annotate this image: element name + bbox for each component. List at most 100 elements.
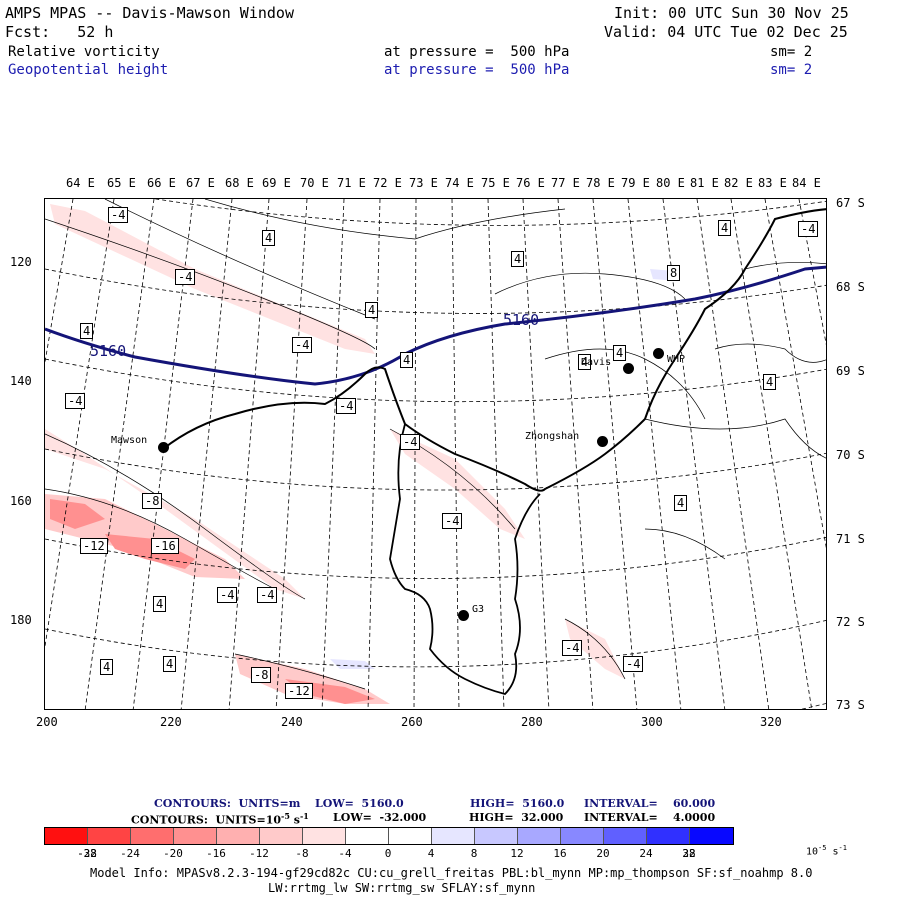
height-contour-low: LOW= 5160.0 [315, 797, 404, 810]
colorbar-swatch [690, 828, 733, 844]
contour-label: -16 [151, 538, 179, 554]
y-tick-label: 180 [10, 613, 32, 627]
field2-name: Geopotential height [8, 62, 169, 78]
field1-pressure: at pressure = 500 hPa [384, 44, 570, 60]
lon-label: 70 E [300, 176, 329, 190]
colorbar-swatch [88, 828, 131, 844]
colorbar-swatch [174, 828, 217, 844]
lon-label: 81 E [690, 176, 719, 190]
shade-band [565, 619, 625, 679]
station-label-davis: Davis [581, 357, 612, 368]
vort-contour-high: HIGH= 32.000 [469, 811, 564, 824]
init-time: Init: 00 UTC Sun 30 Nov 25 [614, 4, 849, 22]
contour-label: -4 [798, 221, 819, 237]
forecast-hour: Fcst: 52 h [5, 23, 114, 41]
x-tick-label: 260 [401, 715, 423, 729]
contour-label: -4 [336, 398, 357, 414]
contour-label: 4 [100, 659, 114, 675]
map-canvas [45, 199, 826, 709]
model-info-line1: Model Info: MPASv8.2.3-194-gf29cd82c CU:… [90, 866, 813, 880]
field2-pressure: at pressure = 500 hPa [384, 62, 570, 78]
colorbar-tick-label: -28 [77, 847, 97, 860]
lon-label: 79 E [621, 176, 650, 190]
lon-label: 67 E [186, 176, 215, 190]
lon-label: 76 E [516, 176, 545, 190]
lat-label: 72 S [836, 615, 865, 629]
contour-label: 4 [262, 230, 276, 246]
plot-title: AMPS MPAS -- Davis-Mawson Window [5, 4, 294, 22]
field1-smooth: sm= 2 [770, 44, 813, 60]
station-marker-g3 [458, 610, 469, 621]
lon-label: 73 E [409, 176, 438, 190]
contour-label: -4 [65, 393, 86, 409]
lat-label: 70 S [836, 448, 865, 462]
shade-band [50, 204, 375, 354]
lon-label: 80 E [656, 176, 685, 190]
station-label-zhongshan: Zhongshan [525, 431, 580, 442]
colorbar-tick-label: 8 [470, 847, 478, 860]
station-label-whp: WHP [667, 354, 686, 365]
lon-label: 83 E [758, 176, 787, 190]
colorbar-swatch [217, 828, 260, 844]
contour-label: -8 [142, 493, 163, 509]
lat-label: 69 S [836, 364, 865, 378]
vort-contour-low: LOW= -32.000 [333, 811, 427, 824]
station-marker-mawson [158, 442, 169, 453]
colorbar-tick-label: 16 [553, 847, 567, 860]
map-panel: -4 4 -4 4 4 -4 4 8 4 -4 4 4 4 -4 -4 4 -8… [44, 198, 827, 710]
coastline [162, 208, 826, 492]
station-marker-zhongshan [597, 436, 608, 447]
contour-label: 4 [511, 251, 525, 267]
valid-time: Valid: 04 UTC Tue 02 Dec 25 [604, 23, 848, 41]
colorbar-tick-label: -12 [249, 847, 269, 860]
y-tick-label: 140 [10, 374, 32, 388]
vort-contour-units: CONTOURS: UNITS=10-5 s-1 [131, 811, 309, 827]
lon-label: 65 E [107, 176, 136, 190]
vorticity-shading [45, 204, 677, 704]
lon-label: 69 E [262, 176, 291, 190]
contour-label: -4 [292, 337, 313, 353]
vort-contour-interval: INTERVAL= 4.0000 [584, 811, 716, 824]
x-tick-label: 240 [281, 715, 303, 729]
x-tick-label: 320 [760, 715, 782, 729]
lon-label: 75 E [481, 176, 510, 190]
contour-label: 4 [763, 374, 777, 390]
field2-smooth: sm= 2 [770, 62, 813, 78]
contour-label: 4 [365, 302, 379, 318]
vorticity-contours [45, 199, 826, 690]
station-marker-davis [623, 363, 634, 374]
colorbar-swatch [518, 828, 561, 844]
colorbar-tick-label: 20 [596, 847, 610, 860]
colorbar-swatch [561, 828, 604, 844]
lat-label: 67 S [836, 196, 865, 210]
model-info-line2: LW:rrtmg_lw SW:rrtmg_sw SFLAY:sf_mynn [268, 881, 536, 895]
lon-label: 66 E [147, 176, 176, 190]
colorbar-swatch [346, 828, 389, 844]
station-label-g3: G3 [472, 604, 485, 615]
contour-label: -12 [285, 683, 313, 699]
lon-label: 74 E [445, 176, 474, 190]
x-tick-label: 220 [160, 715, 182, 729]
height-contour-interval: INTERVAL= 60.000 [584, 797, 716, 810]
colorbar-unit: 10-5 s-1 [806, 844, 847, 858]
shade-band [330, 659, 375, 669]
colorbar-tick-label: -8 [295, 847, 309, 860]
contour-label: 8 [667, 265, 681, 281]
lon-label: 72 E [373, 176, 402, 190]
field1-name: Relative vorticity [8, 44, 160, 60]
station-marker-whp [653, 348, 664, 359]
contour-label: -4 [257, 587, 278, 603]
parallels [45, 199, 826, 709]
shade-band [105, 534, 195, 569]
contour-label: -8 [251, 667, 272, 683]
colorbar-swatch [647, 828, 690, 844]
colorbar-swatch [604, 828, 647, 844]
colorbar-tick-label: 28 [682, 847, 696, 860]
colorbar-swatch [131, 828, 174, 844]
contour-label: 4 [163, 656, 177, 672]
lon-label: 84 E [792, 176, 821, 190]
colorbar-tick-label: -16 [206, 847, 226, 860]
colorbar-swatch [45, 828, 88, 844]
contour-label: -4 [400, 434, 421, 450]
lat-label: 71 S [836, 532, 865, 546]
